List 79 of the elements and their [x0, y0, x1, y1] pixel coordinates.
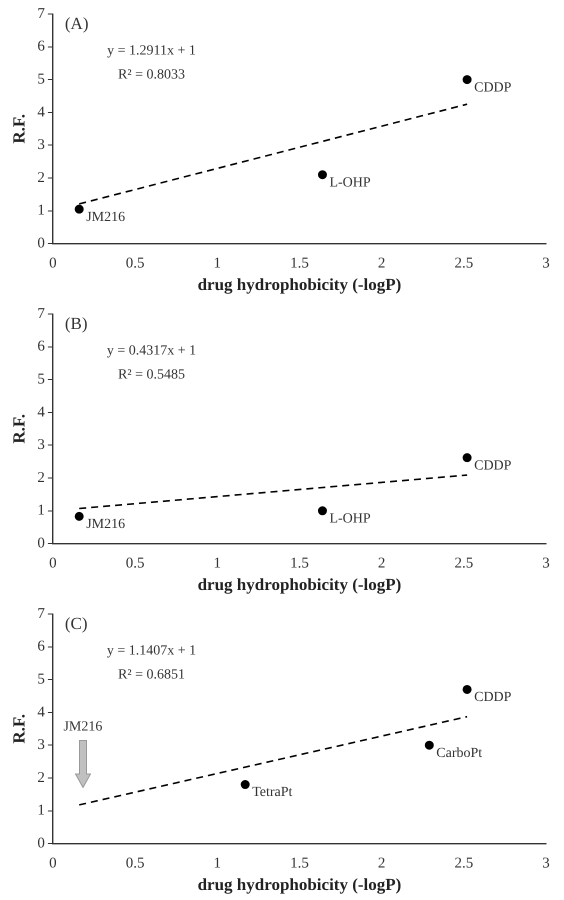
x-tick-label: 0 [49, 256, 57, 272]
y-tick-label: 2 [37, 470, 45, 486]
y-tick-label: 6 [37, 38, 46, 55]
annotation: y = 1.1407x + 1 [106, 644, 196, 659]
y-tick-label: 4 [37, 104, 46, 120]
x-tick-label: 1 [214, 856, 222, 872]
y-tick-label: 7 [37, 606, 46, 622]
x-tick-label: 2.5 [454, 556, 474, 572]
x-tick-label: 3 [542, 856, 550, 872]
x-tick-label: 0 [49, 856, 57, 872]
annotation: L-OHP [329, 175, 371, 190]
y-tick-label: 4 [37, 404, 46, 420]
x-tick-label: 1.5 [290, 256, 309, 272]
annotation: CDDP [474, 80, 512, 96]
y-axis-title: R.F. [10, 414, 29, 444]
x-axis-title: drug hydrophobicity (-logP) [198, 275, 402, 294]
x-tick-label: 3 [542, 256, 550, 272]
x-tick-label: 1.5 [290, 556, 309, 572]
y-tick-label: 5 [37, 72, 45, 88]
y-tick-label: 1 [37, 802, 45, 819]
annotation: (A) [64, 14, 89, 33]
annotation: CarboPt [436, 746, 482, 761]
x-tick-label: 1 [214, 256, 222, 272]
y-tick-label: 7 [37, 6, 46, 22]
y-tick-label: 5 [37, 672, 45, 688]
point [74, 204, 84, 214]
x-tick-label: 3 [542, 556, 550, 572]
y-tick-label: 7 [37, 306, 46, 322]
point [318, 170, 327, 180]
y-tick-label: 2 [37, 170, 45, 186]
y-axis-title: R.F. [10, 714, 29, 744]
y-tick-label: 4 [37, 704, 46, 720]
annotation: CDDP [474, 690, 512, 706]
x-tick-label: 0.5 [126, 556, 144, 572]
annotation: JM216 [86, 210, 126, 225]
annotation: R² = 0.8033 [118, 68, 185, 83]
point [462, 453, 472, 462]
x-tick-label: 2 [378, 256, 386, 272]
annotation: (B) [64, 314, 88, 333]
annotation: R² = 0.5485 [118, 368, 185, 383]
y-tick-label: 1 [37, 202, 45, 219]
x-tick-label: 1.5 [290, 856, 309, 872]
x-tick-label: 2.5 [454, 856, 474, 872]
annotation: (C) [64, 614, 88, 633]
annotation: JM216 [86, 517, 126, 532]
annotation: JM216 [63, 720, 102, 735]
y-tick-label: 5 [37, 372, 45, 388]
y-tick-label: 0 [37, 836, 45, 852]
x-tick-label: 2.5 [454, 256, 474, 272]
point [462, 684, 472, 694]
y-tick-label: 3 [37, 137, 45, 154]
y-tick-label: 1 [37, 502, 45, 519]
y-tick-label: 2 [37, 770, 45, 786]
annotation: R² = 0.6851 [118, 668, 185, 683]
point [424, 740, 434, 750]
annotation: y = 1.2911x + 1 [107, 44, 196, 59]
y-axis-title: R.F. [10, 114, 29, 144]
point [462, 75, 472, 84]
annotation: TetraPt [252, 785, 293, 800]
y-tick-label: 0 [37, 536, 45, 552]
annotation: L-OHP [329, 511, 371, 526]
point [318, 506, 327, 516]
y-tick-label: 6 [37, 638, 46, 655]
x-tick-label: 2 [378, 856, 386, 872]
x-tick-label: 2 [378, 556, 386, 572]
x-axis-title: drug hydrophobicity (-logP) [198, 575, 402, 594]
point [74, 512, 84, 521]
annotation: y = 0.4317x + 1 [106, 344, 196, 359]
y-tick-label: 6 [37, 338, 46, 355]
point [240, 780, 250, 790]
x-tick-label: 1 [214, 556, 222, 572]
y-tick-label: 3 [37, 737, 45, 754]
x-tick-label: 0.5 [126, 256, 144, 272]
annotation: CDDP [474, 458, 512, 474]
x-axis-title: drug hydrophobicity (-logP) [198, 875, 402, 894]
x-tick-label: 0.5 [126, 856, 144, 872]
y-tick-label: 0 [37, 236, 45, 252]
x-tick-label: 0 [49, 556, 57, 572]
y-tick-label: 3 [37, 437, 45, 454]
